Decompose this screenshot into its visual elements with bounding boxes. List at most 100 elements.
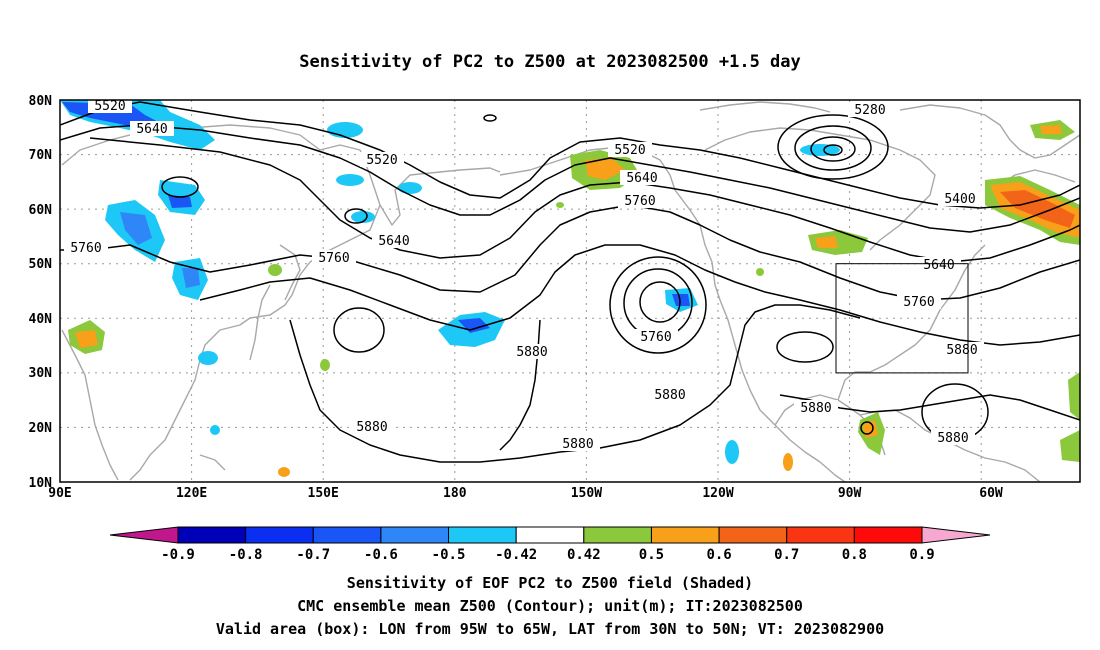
contour-label: 5520: [614, 143, 645, 158]
lat-tick-label: 60N: [29, 203, 53, 218]
shade-positive: [756, 268, 764, 276]
contour-label: 5640: [923, 258, 954, 273]
figure-title: Sensitivity of PC2 to Z500 at 2023082500…: [299, 52, 801, 72]
contour-label: 5640: [378, 234, 409, 249]
colorbar-tick-label: -0.6: [364, 547, 398, 563]
colorbar-cell: [718, 526, 788, 544]
colorbar-tick-label: -0.7: [296, 547, 330, 563]
shade-positive: [815, 236, 838, 248]
lat-tick-label: 50N: [29, 257, 53, 272]
contour-label: 5280: [854, 103, 885, 118]
lon-tick-label: 90W: [838, 486, 862, 501]
contour-label: 5520: [94, 99, 125, 114]
contour-label: 5880: [562, 437, 593, 452]
shade-negative: [398, 182, 422, 194]
shade-positive: [556, 202, 564, 208]
shade-negative: [210, 425, 220, 435]
contour-labels: 5520 5640 5520 5760 5640 5760 5520 5640 …: [64, 99, 984, 452]
lon-tick-label: 150E: [308, 486, 339, 501]
colorbar-cell: [583, 526, 652, 544]
shade-negative: [800, 144, 840, 156]
shade-positive: [320, 359, 330, 371]
colorbar-low-end: [109, 526, 179, 544]
contour-label: 5880: [937, 431, 968, 446]
lat-tick-label: 20N: [29, 421, 53, 436]
shade-negative: [182, 268, 200, 288]
shade-negative: [351, 211, 375, 223]
captions: Sensitivity of EOF PC2 to Z500 field (Sh…: [216, 574, 884, 638]
lon-tick-label: 60W: [979, 486, 1003, 501]
contour-label: 5880: [516, 345, 547, 360]
colorbar-cell: [650, 526, 720, 544]
contour-label: 5880: [800, 401, 831, 416]
shade-negative: [327, 122, 363, 138]
colorbar-tick-label: 0.9: [909, 547, 934, 563]
colorbar-high-end: [921, 526, 991, 544]
lon-tick-label: 150W: [571, 486, 602, 501]
shade-positive: [268, 264, 282, 276]
contour-label: 5400: [944, 192, 975, 207]
colorbar-tick-label: -0.8: [229, 547, 263, 563]
contour-label: 5760: [624, 194, 655, 209]
shade-negative: [120, 212, 152, 245]
shade-negative: [336, 174, 364, 186]
shade-positive: [1060, 430, 1080, 462]
lat-tick-label: 40N: [29, 312, 53, 327]
colorbar-tick-label: 0.5: [639, 547, 664, 563]
map-frame: [59, 99, 1081, 483]
shade-negative: [458, 318, 490, 333]
contour-label: 5760: [640, 330, 671, 345]
colorbar-tick-label: 0.8: [842, 547, 867, 563]
shade-negative: [198, 351, 218, 365]
lon-tick-label: 180: [443, 486, 467, 501]
shade-negative: [725, 440, 739, 464]
caption-line-3: Valid area (box): LON from 95W to 65W, L…: [216, 620, 884, 638]
contour-label: 5640: [136, 122, 167, 137]
lat-tick-label: 10N: [29, 476, 53, 491]
lat-tick-label: 80N: [29, 94, 53, 109]
map-panel: 5520 5640 5520 5760 5640 5760 5520 5640 …: [29, 94, 1081, 501]
colorbar-tick-label: -0.9: [161, 547, 195, 563]
lon-axis: 90E 120E 150E 180 150W 120W 90W 60W: [48, 486, 1003, 501]
colorbar-cell: [245, 526, 314, 544]
contour-label: 5880: [654, 388, 685, 403]
shade-positive: [75, 330, 98, 348]
colorbar-cell: [380, 526, 450, 544]
colorbar-cell: [448, 526, 517, 544]
lat-tick-label: 70N: [29, 148, 53, 163]
shade-positive: [783, 453, 793, 471]
shade-positive: [1000, 190, 1075, 228]
colorbar-cell: [786, 526, 855, 544]
lat-tick-label: 30N: [29, 366, 53, 381]
lon-tick-label: 120W: [702, 486, 733, 501]
colorbar-tick-label: 0.42: [567, 547, 601, 563]
shade-negative: [672, 294, 690, 306]
colorbar-tick-label: -0.42: [495, 547, 537, 563]
caption-line-1: Sensitivity of EOF PC2 to Z500 field (Sh…: [347, 574, 753, 592]
shade-positive: [1068, 372, 1080, 420]
contour-label: 5760: [318, 251, 349, 266]
colorbar-tick-label: 0.6: [706, 547, 731, 563]
contour-label: 5520: [366, 153, 397, 168]
colorbar-cell: [853, 526, 923, 544]
colorbar-tick-label: -0.5: [432, 547, 466, 563]
caption-line-2: CMC ensemble mean Z500 (Contour); unit(m…: [297, 597, 803, 615]
colorbar-cell: [312, 526, 382, 544]
colorbar: -0.9 -0.8 -0.7 -0.6 -0.5 -0.42 0.42 0.5 0.6 0.7 0.…: [109, 526, 991, 563]
colorbar-cell: [515, 526, 585, 544]
contour-label: 5760: [70, 241, 101, 256]
lon-tick-label: 120E: [176, 486, 207, 501]
contour-label: 5640: [626, 171, 657, 186]
contour-label: 5880: [946, 343, 977, 358]
contour-label: 5880: [356, 420, 387, 435]
contour-label: 5760: [903, 295, 934, 310]
shade-positive: [585, 158, 625, 180]
valid-area-box: [835, 263, 969, 374]
shade-negative: [168, 195, 192, 208]
shade-positive: [1040, 125, 1062, 134]
colorbar-cell: [177, 526, 247, 544]
lon-tick-label: 90E: [48, 486, 71, 501]
shade-positive: [278, 467, 290, 477]
colorbar-tick-label: 0.7: [774, 547, 799, 563]
